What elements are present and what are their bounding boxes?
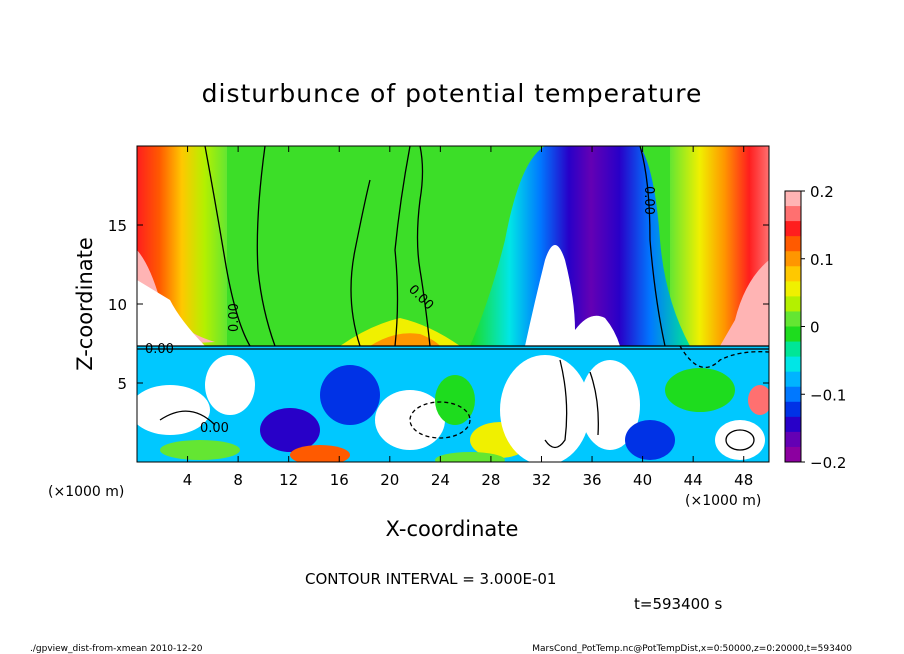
colorbar-swatch — [785, 446, 801, 463]
y-tick-label: 5 — [117, 375, 127, 393]
y-axis-title: Z-coordinate — [73, 237, 97, 371]
colorbar-swatch — [785, 356, 801, 373]
x-tick-label: 28 — [481, 471, 500, 489]
x-tick-label: 36 — [582, 471, 601, 489]
contour-label: 0.00 — [227, 303, 242, 332]
heatmap-field — [137, 146, 769, 462]
colorbar-swatch — [785, 191, 801, 207]
x-unit-right: (×1000 m) — [685, 493, 761, 509]
footer-right: MarsCond_PotTemp.nc@PotTempDist,x=0:5000… — [532, 644, 852, 654]
colorbar-swatch — [785, 236, 801, 252]
x-tick-label: 32 — [532, 471, 551, 489]
contour-label: 0.00 — [641, 186, 656, 215]
x-tick-label: 48 — [734, 471, 753, 489]
x-axis: 4 8 12 16 20 24 28 32 36 40 44 48 — [183, 146, 753, 489]
colorbar-swatch — [785, 206, 801, 222]
y-tick-label: 15 — [108, 217, 127, 235]
colorbar — [785, 191, 801, 463]
x-tick-label: 8 — [233, 471, 243, 489]
colorbar-tick-label: −0.2 — [810, 454, 846, 472]
lower-turbulence — [137, 355, 769, 462]
colorbar-tick-label: 0.1 — [810, 251, 834, 269]
x-tick-label: 40 — [633, 471, 652, 489]
x-tick-label: 24 — [431, 471, 450, 489]
y-tick-label: 10 — [108, 296, 127, 314]
contour-lines — [137, 146, 769, 451]
y-axis: 5 10 15 — [108, 217, 769, 393]
colorbar-swatch — [785, 341, 801, 358]
x-tick-label: 20 — [380, 471, 399, 489]
colorbar-swatch — [785, 266, 801, 282]
colorbar-swatch — [785, 431, 801, 448]
colorbar-tick-label: 0.2 — [810, 183, 834, 201]
colorbar-swatch — [785, 221, 801, 237]
right-pink-region — [720, 260, 769, 346]
cold-column — [470, 146, 690, 346]
contour-label: 0.00 — [200, 421, 229, 436]
colorbar-tick-label: 0 — [810, 319, 820, 337]
colorbar-swatch — [785, 251, 801, 267]
contour-label: 0.00 — [145, 342, 174, 357]
colorbar-swatch — [785, 371, 801, 388]
footer-left: ./gpview_dist-from-xmean 2010-12-20 — [30, 644, 203, 654]
chart-title: disturbunce of potential temperature — [202, 79, 703, 108]
x-tick-label: 4 — [183, 471, 193, 489]
colorbar-swatch — [785, 281, 801, 297]
x-axis-title: X-coordinate — [386, 517, 519, 541]
colorbar-tick-label: −0.1 — [810, 386, 846, 404]
x-tick-label: 12 — [279, 471, 298, 489]
time-label: t=593400 s — [634, 595, 722, 613]
x-tick-label: 16 — [330, 471, 349, 489]
surface-hot-patch — [370, 333, 440, 346]
x-unit-left: (×1000 m) — [48, 484, 124, 500]
colorbar-swatch — [785, 296, 801, 312]
colorbar-swatch — [785, 401, 801, 418]
colorbar-swatch — [785, 386, 801, 403]
x-tick-label: 44 — [684, 471, 703, 489]
colorbar-swatch — [785, 311, 801, 327]
cold-white-core — [525, 245, 620, 346]
contour-interval: CONTOUR INTERVAL = 3.000E-01 — [305, 570, 556, 588]
colorbar-ticks: 0.2 0.1 0 −0.1 −0.2 — [801, 183, 846, 472]
colorbar-swatch — [785, 416, 801, 433]
left-white-region — [137, 280, 205, 346]
colorbar-swatch — [785, 326, 801, 343]
